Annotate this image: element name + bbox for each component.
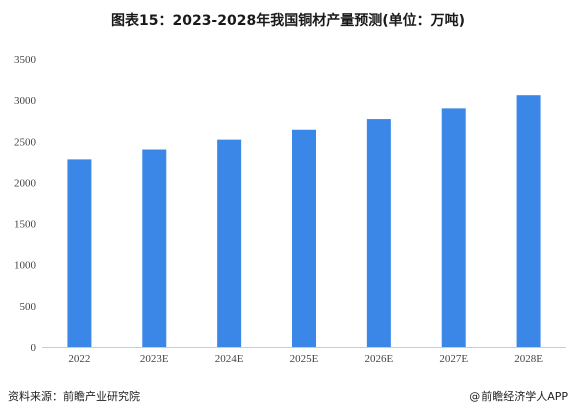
chart-title: 图表15：2023-2028年我国铜材产量预测(单位：万吨) [110, 13, 466, 29]
y-tick-label: 1500 [14, 219, 37, 231]
y-tick-label: 0 [31, 342, 37, 354]
x-tick-label: 2025E [290, 353, 319, 365]
bar-2028E [516, 95, 541, 347]
x-tick-label: 2023E [140, 353, 169, 365]
brand-name: 前瞻经济学人APP [481, 390, 568, 403]
brand-note: @前瞻经济学人APP [469, 388, 568, 404]
x-axis-labels: 2022 2023E 2024E 2025E 2026E 2027E 2028E [68, 353, 543, 365]
y-tick-label: 500 [20, 301, 37, 313]
x-tick-label: 2028E [514, 353, 543, 365]
y-tick-label: 2500 [14, 136, 37, 148]
bar-2023E [142, 149, 167, 347]
bar-2026E [366, 119, 391, 347]
bar-2024E [217, 139, 242, 347]
bar-2025E [292, 129, 316, 347]
y-axis-labels: 0 500 1000 1500 2000 2500 3000 3500 [14, 54, 37, 354]
y-tick-label: 1000 [14, 260, 37, 272]
y-tick-label: 3500 [14, 54, 37, 66]
at-symbol: @ [469, 390, 481, 403]
x-tick-label: 2022 [68, 353, 90, 365]
bar-2027E [441, 108, 466, 347]
source-note: 资料来源：前瞻产业研究院 [8, 390, 140, 403]
x-tick-label: 2024E [215, 353, 244, 365]
y-tick-label: 2000 [14, 177, 37, 189]
x-tick-label: 2027E [439, 353, 468, 365]
bar-2022 [67, 159, 92, 347]
x-tick-label: 2026E [364, 353, 393, 365]
y-tick-label: 3000 [14, 95, 37, 107]
bars [67, 95, 541, 347]
